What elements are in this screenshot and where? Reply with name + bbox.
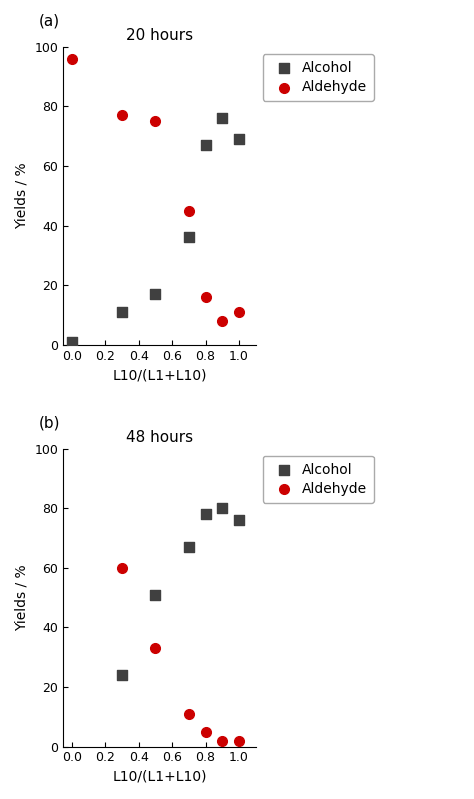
Aldehyde: [118, 562, 126, 574]
Alcohol: [152, 288, 159, 300]
Aldehyde: [235, 734, 243, 747]
X-axis label: L10/(L1+L10): L10/(L1+L10): [112, 770, 207, 784]
Aldehyde: [219, 734, 226, 747]
Alcohol: [235, 133, 243, 145]
Aldehyde: [118, 109, 126, 121]
Alcohol: [185, 541, 192, 554]
Aldehyde: [202, 291, 210, 304]
Title: 48 hours: 48 hours: [126, 430, 193, 445]
Y-axis label: Yields / %: Yields / %: [15, 564, 29, 631]
Alcohol: [219, 502, 226, 515]
X-axis label: L10/(L1+L10): L10/(L1+L10): [112, 368, 207, 382]
Aldehyde: [235, 305, 243, 318]
Alcohol: [202, 139, 210, 152]
Alcohol: [68, 336, 75, 348]
Alcohol: [202, 508, 210, 521]
Y-axis label: Yields / %: Yields / %: [15, 162, 29, 229]
Aldehyde: [68, 52, 75, 65]
Aldehyde: [185, 707, 192, 720]
Aldehyde: [152, 642, 159, 654]
Legend: Alcohol, Aldehyde: Alcohol, Aldehyde: [263, 455, 374, 503]
Text: (b): (b): [38, 415, 60, 431]
Alcohol: [185, 231, 192, 244]
Alcohol: [118, 669, 126, 682]
Alcohol: [152, 588, 159, 601]
Alcohol: [118, 305, 126, 318]
Legend: Alcohol, Aldehyde: Alcohol, Aldehyde: [263, 54, 374, 101]
Alcohol: [219, 112, 226, 125]
Text: (a): (a): [38, 14, 59, 29]
Aldehyde: [219, 315, 226, 328]
Title: 20 hours: 20 hours: [126, 28, 193, 43]
Alcohol: [235, 514, 243, 527]
Aldehyde: [152, 115, 159, 128]
Aldehyde: [185, 205, 192, 217]
Aldehyde: [202, 725, 210, 738]
